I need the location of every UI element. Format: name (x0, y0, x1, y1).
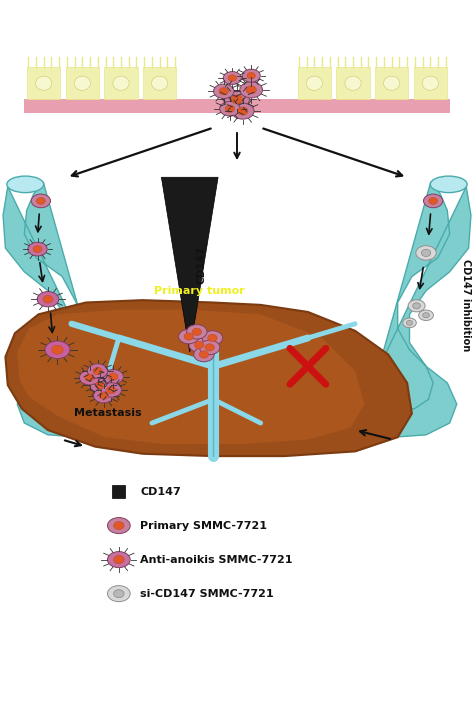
Ellipse shape (101, 383, 121, 397)
Text: Metastasis: Metastasis (74, 408, 142, 418)
Ellipse shape (31, 194, 51, 208)
Ellipse shape (108, 586, 130, 602)
Ellipse shape (87, 364, 108, 379)
Ellipse shape (114, 556, 124, 564)
Ellipse shape (187, 325, 207, 339)
Ellipse shape (413, 303, 420, 309)
Ellipse shape (103, 369, 123, 384)
Ellipse shape (52, 345, 63, 354)
Ellipse shape (192, 328, 201, 335)
Ellipse shape (37, 291, 59, 307)
Ellipse shape (220, 101, 240, 116)
Ellipse shape (231, 103, 254, 119)
Ellipse shape (219, 88, 228, 95)
Ellipse shape (428, 198, 438, 204)
Bar (375, 67, 408, 99)
Ellipse shape (114, 522, 124, 530)
Ellipse shape (202, 330, 223, 345)
Text: CD147: CD147 (197, 245, 207, 284)
Ellipse shape (109, 373, 118, 380)
Bar (414, 67, 447, 99)
Ellipse shape (422, 76, 438, 90)
Ellipse shape (200, 340, 220, 354)
Bar (104, 67, 137, 99)
Ellipse shape (383, 76, 400, 90)
Ellipse shape (79, 370, 100, 385)
Ellipse shape (406, 320, 413, 325)
Ellipse shape (242, 69, 260, 82)
Ellipse shape (33, 246, 42, 252)
Ellipse shape (36, 198, 46, 204)
Ellipse shape (205, 344, 214, 351)
Ellipse shape (28, 242, 47, 256)
Polygon shape (3, 182, 109, 437)
Ellipse shape (208, 335, 217, 342)
Ellipse shape (423, 313, 429, 318)
Ellipse shape (114, 590, 124, 598)
Ellipse shape (403, 318, 416, 328)
Ellipse shape (85, 374, 94, 381)
Ellipse shape (45, 341, 70, 359)
Text: CD147 inhibition: CD147 inhibition (461, 259, 471, 351)
Bar (66, 67, 99, 99)
Ellipse shape (107, 386, 116, 393)
Ellipse shape (95, 381, 105, 389)
Bar (24, 99, 450, 113)
Bar (337, 67, 370, 99)
Ellipse shape (108, 552, 130, 568)
Ellipse shape (237, 107, 248, 115)
Ellipse shape (345, 76, 361, 90)
Ellipse shape (228, 75, 237, 82)
Bar (143, 67, 176, 99)
Ellipse shape (421, 250, 431, 257)
Text: Primary tumor: Primary tumor (154, 286, 245, 296)
Polygon shape (17, 310, 365, 445)
Polygon shape (5, 300, 412, 456)
Ellipse shape (225, 91, 249, 108)
Ellipse shape (240, 82, 263, 98)
Ellipse shape (247, 72, 255, 79)
Bar (27, 67, 60, 99)
Ellipse shape (93, 367, 102, 374)
Ellipse shape (74, 76, 91, 90)
Ellipse shape (43, 296, 53, 303)
Ellipse shape (189, 337, 210, 352)
Ellipse shape (214, 84, 234, 99)
Ellipse shape (231, 95, 243, 104)
Ellipse shape (430, 176, 467, 193)
Ellipse shape (306, 76, 322, 90)
Ellipse shape (93, 389, 114, 403)
Ellipse shape (99, 392, 109, 399)
Ellipse shape (419, 310, 433, 320)
Polygon shape (365, 182, 471, 437)
Ellipse shape (113, 76, 129, 90)
Ellipse shape (199, 351, 209, 358)
Ellipse shape (423, 194, 443, 208)
Ellipse shape (108, 518, 130, 534)
Polygon shape (161, 177, 218, 352)
Text: Anti-anoikis SMMC-7721: Anti-anoikis SMMC-7721 (140, 554, 292, 564)
Bar (298, 67, 331, 99)
Ellipse shape (194, 347, 214, 362)
Ellipse shape (152, 76, 168, 90)
Ellipse shape (179, 329, 199, 344)
Ellipse shape (246, 86, 256, 94)
Ellipse shape (184, 333, 193, 340)
Ellipse shape (225, 105, 235, 112)
Ellipse shape (223, 72, 241, 84)
Bar (112, 485, 126, 498)
Text: si-CD147 SMMC-7721: si-CD147 SMMC-7721 (140, 588, 274, 598)
Text: Primary SMMC-7721: Primary SMMC-7721 (140, 520, 267, 530)
Ellipse shape (194, 342, 204, 349)
Ellipse shape (7, 176, 44, 193)
Ellipse shape (36, 76, 52, 90)
Ellipse shape (90, 378, 110, 393)
Ellipse shape (416, 245, 436, 260)
Text: CD147: CD147 (140, 486, 181, 496)
Ellipse shape (408, 300, 425, 312)
